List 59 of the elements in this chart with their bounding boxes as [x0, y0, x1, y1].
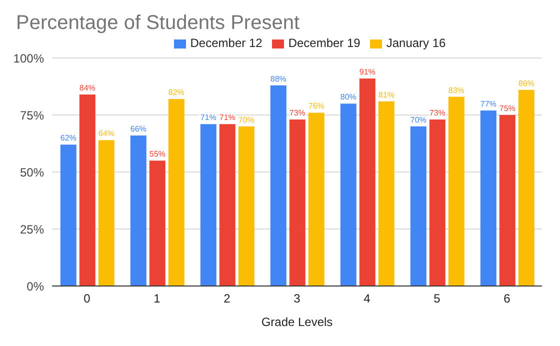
data-label: 73% — [429, 108, 446, 118]
data-label: 66% — [130, 124, 146, 134]
bar — [499, 115, 516, 286]
data-label: 55% — [149, 150, 166, 159]
x-axis-title: Grade Levels — [261, 315, 333, 329]
data-label: 64% — [98, 129, 114, 138]
data-label: 86% — [518, 78, 534, 88]
bar — [200, 124, 216, 286]
data-label: 82% — [168, 88, 184, 98]
bar — [429, 120, 446, 286]
bar — [219, 124, 236, 286]
bar — [168, 99, 184, 286]
bar — [79, 94, 96, 286]
x-tick-label: 1 — [154, 292, 161, 306]
data-label: 73% — [289, 108, 306, 118]
bar — [130, 136, 146, 286]
data-label: 62% — [60, 134, 76, 143]
bar — [98, 140, 114, 286]
data-label: 71% — [219, 113, 236, 122]
data-label: 75% — [499, 104, 516, 113]
bar — [359, 78, 376, 286]
data-label: 70% — [238, 115, 254, 124]
chart-title: Percentage of Students Present — [16, 12, 300, 35]
legend-label: December 19 — [288, 36, 360, 50]
bar — [518, 90, 534, 286]
x-tick-label: 0 — [84, 292, 91, 306]
data-label: 80% — [340, 92, 356, 102]
y-tick-label: 75% — [20, 108, 44, 122]
x-tick-label: 6 — [504, 292, 511, 306]
bar — [480, 110, 496, 286]
y-tick-label: 50% — [20, 165, 44, 180]
bar — [60, 144, 76, 286]
data-label: 83% — [448, 86, 464, 95]
bar — [378, 101, 394, 286]
bar — [410, 126, 426, 286]
data-label: 88% — [270, 74, 286, 84]
legend-label: January 16 — [386, 36, 446, 50]
data-label: 76% — [308, 102, 324, 111]
bar — [270, 85, 286, 286]
y-tick-label: 100% — [13, 51, 44, 66]
bar — [340, 104, 356, 286]
x-tick-label: 4 — [364, 292, 371, 306]
bar — [149, 160, 166, 286]
x-tick-label: 3 — [294, 292, 301, 306]
bar — [289, 120, 306, 286]
data-label: 84% — [79, 83, 96, 92]
x-tick-label: 2 — [224, 292, 231, 306]
data-label: 70% — [410, 115, 426, 124]
bar — [448, 96, 464, 286]
data-label: 81% — [378, 90, 394, 100]
data-label: 71% — [200, 113, 216, 122]
data-label: 77% — [480, 99, 496, 108]
data-label: 91% — [359, 68, 376, 77]
x-tick-label: 5 — [434, 292, 441, 306]
y-tick-label: 0% — [26, 279, 44, 294]
y-tick-label: 25% — [20, 222, 44, 236]
legend-label: December 12 — [190, 36, 262, 50]
bar — [238, 126, 254, 286]
bar — [308, 112, 324, 286]
